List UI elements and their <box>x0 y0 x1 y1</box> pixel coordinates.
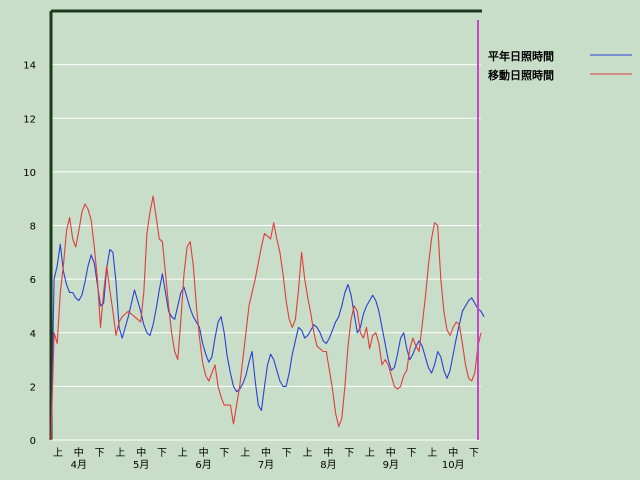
x-tick-label: 上 <box>115 447 125 459</box>
x-tick-label: 上 <box>427 447 437 459</box>
series-lines <box>50 195 485 441</box>
y-tick-label: 0 <box>30 436 36 447</box>
x-month-label: 9月 <box>383 459 399 471</box>
x-tick-label: 中 <box>136 446 146 459</box>
y-tick-label: 4 <box>30 329 36 340</box>
x-tick-label: 下 <box>157 448 167 459</box>
series-line-1 <box>50 195 482 441</box>
y-tick-label: 2 <box>30 382 36 393</box>
x-tick-label: 下 <box>344 448 354 459</box>
plot-frame <box>49 9 482 441</box>
x-tick-label: 下 <box>219 448 229 459</box>
x-month-label: 4月 <box>71 459 87 471</box>
series-line-0 <box>50 243 485 441</box>
y-axis-ticks: 0 2 4 6 8 10 12 14 <box>23 61 36 447</box>
x-axis-ticks: 上中下上中下上中下上中下上中下上中下上中下4月 5月 6月 7月 8月 9月 10月 <box>53 446 479 471</box>
x-tick-label: 下 <box>95 448 105 459</box>
x-tick-label: 中 <box>386 446 396 459</box>
y-tick-label: 14 <box>23 61 36 72</box>
x-tick-label: 上 <box>303 447 313 459</box>
x-month-label: 6月 <box>195 459 211 471</box>
x-tick-label: 上 <box>53 447 63 459</box>
y-tick-label: 12 <box>23 114 36 125</box>
y-tick-label: 8 <box>30 222 36 233</box>
x-tick-label: 中 <box>323 446 333 459</box>
y-tick-label: 6 <box>30 275 36 286</box>
x-month-label: 10月 <box>442 459 465 471</box>
legend: 平年日照時間 移動日照時間 <box>488 49 632 82</box>
x-tick-label: 上 <box>240 447 250 459</box>
legend-label-normal: 平年日照時間 <box>488 49 554 63</box>
x-month-label: 5月 <box>133 459 149 471</box>
x-tick-label: 中 <box>74 446 84 459</box>
legend-label-moving: 移動日照時間 <box>488 68 554 82</box>
x-tick-label: 中 <box>261 446 271 459</box>
x-tick-label: 上 <box>365 447 375 459</box>
grid-lines <box>51 64 481 387</box>
x-tick-label: 中 <box>448 446 458 459</box>
x-month-label: 7月 <box>258 459 274 471</box>
x-month-label: 8月 <box>320 459 336 471</box>
x-tick-label: 下 <box>407 448 417 459</box>
x-tick-label: 上 <box>178 447 188 459</box>
x-tick-label: 下 <box>469 448 479 459</box>
x-tick-label: 下 <box>282 448 292 459</box>
y-tick-label: 10 <box>23 168 36 179</box>
x-tick-label: 中 <box>199 446 209 459</box>
